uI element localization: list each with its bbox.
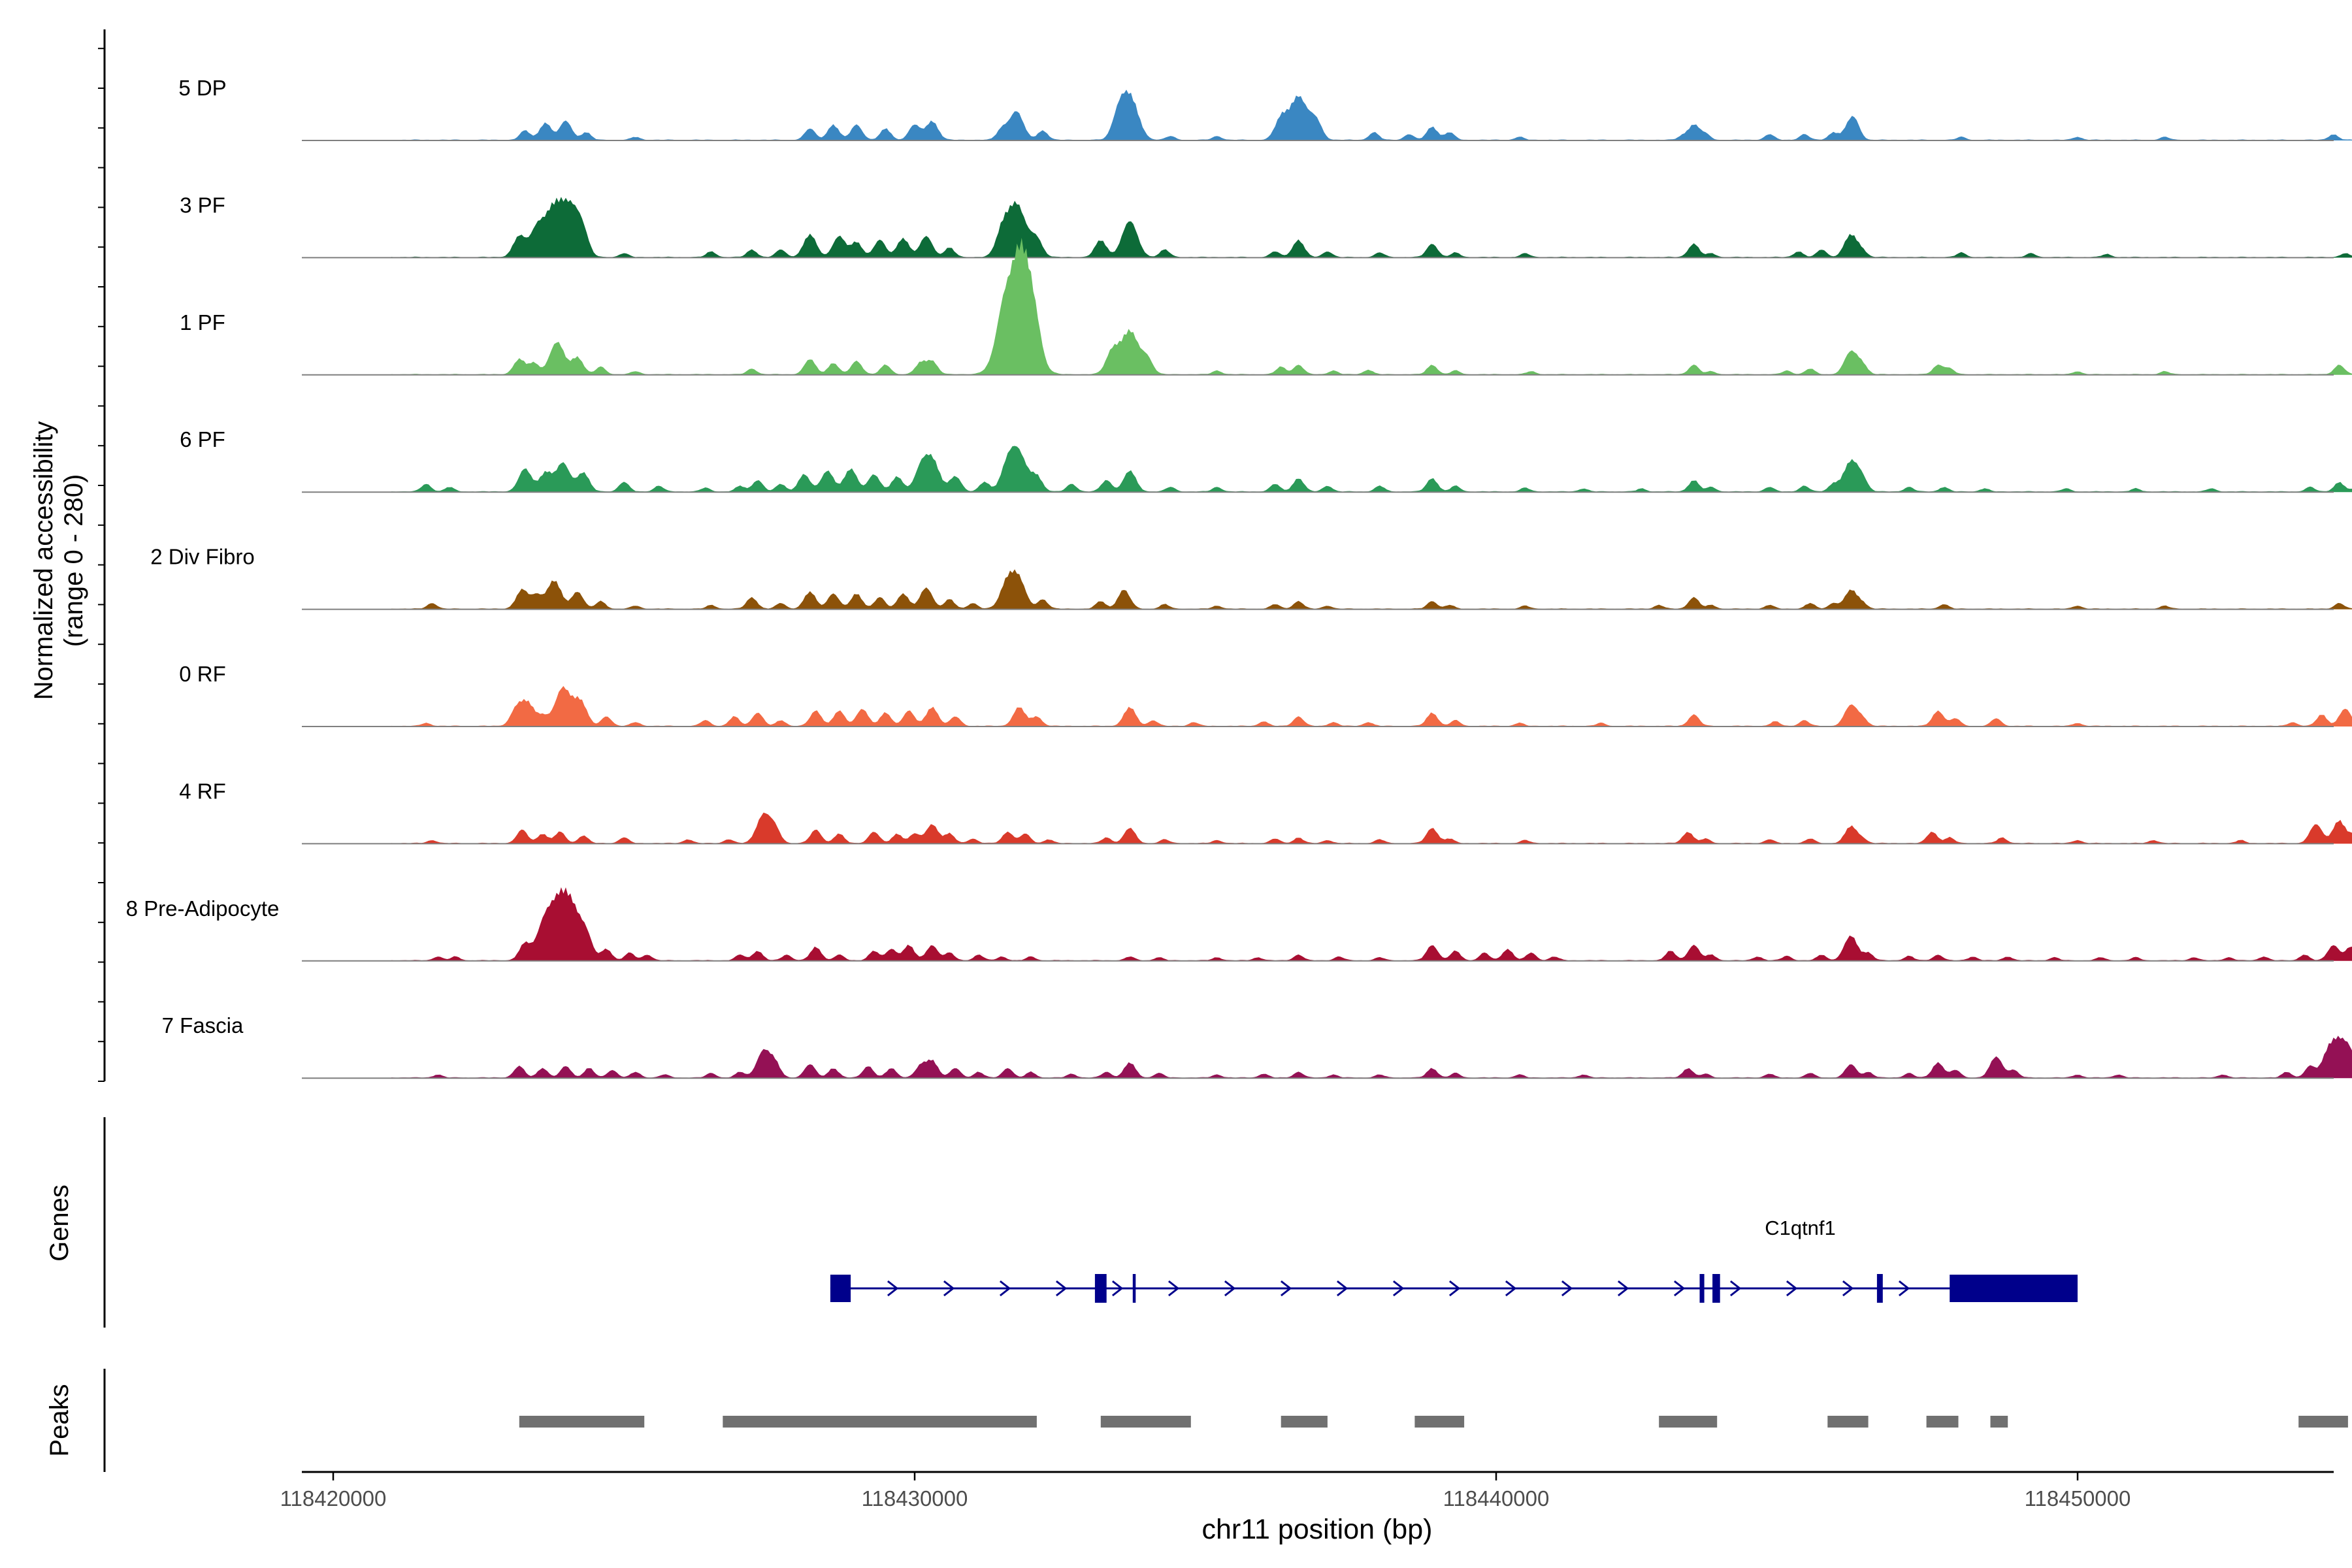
- coverage-area: [391, 569, 2352, 610]
- coverage-area: [391, 446, 2352, 493]
- strand-arrow: [1224, 1280, 1236, 1297]
- coverage-area: [391, 238, 2352, 375]
- peak-region: [519, 1416, 645, 1428]
- gene-exon: [1950, 1275, 2078, 1302]
- x-tick-label: 118430000: [862, 1486, 968, 1511]
- strand-arrow: [1898, 1280, 1910, 1297]
- peak-region: [1990, 1416, 2008, 1428]
- track-1: 5 DP: [178, 76, 2352, 141]
- track-2: 3 PF: [180, 193, 2352, 259]
- gene-exon: [1094, 1274, 1107, 1303]
- strand-arrow: [1505, 1280, 1517, 1297]
- strand-arrow: [1280, 1280, 1292, 1297]
- track-6: 0 RF: [179, 662, 2352, 727]
- strand-arrow: [999, 1280, 1011, 1297]
- coverage-area: [391, 197, 2352, 258]
- strand-arrow: [1729, 1280, 1742, 1297]
- genes-track-label: Genes: [45, 1184, 74, 1262]
- peak-region: [1659, 1416, 1718, 1428]
- x-tick-label: 118420000: [280, 1486, 387, 1511]
- track-label: 6 PF: [180, 427, 225, 451]
- track-7: 4 RF: [179, 779, 2352, 845]
- gene-exon: [1699, 1274, 1705, 1303]
- track-9: 7 Fascia: [162, 1013, 2352, 1079]
- peak-region: [723, 1416, 1037, 1428]
- peak-region: [2298, 1416, 2348, 1428]
- strand-arrow: [1168, 1280, 1180, 1297]
- gene-exon: [1712, 1274, 1720, 1303]
- peak-region: [1100, 1416, 1191, 1428]
- track-4: 6 PF: [180, 427, 2352, 493]
- strand-arrow: [1673, 1280, 1686, 1297]
- peak-region: [1827, 1416, 1869, 1428]
- peak-region: [1926, 1416, 1959, 1428]
- x-tick-label: 118450000: [2025, 1486, 2131, 1511]
- track-label: 8 Pre-Adipocyte: [126, 896, 280, 921]
- gene-name: C1qtnf1: [1765, 1217, 1836, 1239]
- peak-region: [1414, 1416, 1465, 1428]
- track-label: 5 DP: [178, 76, 226, 100]
- gene-exon: [1876, 1274, 1883, 1303]
- coverage-area: [391, 686, 2352, 727]
- coverage-tracks: 5 DP 3 PF 1 PF 6 PF 2 Div Fibro 0 RF 4 RF 8 Pre…: [126, 76, 2352, 1079]
- strand-arrow: [1786, 1280, 1798, 1297]
- track-5: 2 Div Fibro: [150, 545, 2352, 610]
- strand-arrow: [1617, 1280, 1629, 1297]
- y-axis-label-line2: (range 0 - 280): [59, 474, 88, 647]
- strand-arrow: [1055, 1280, 1068, 1297]
- strand-arrow: [943, 1280, 955, 1297]
- track-label: 2 Div Fibro: [150, 545, 255, 569]
- track-label: 3 PF: [180, 193, 225, 217]
- peaks-track-label: Peaks: [45, 1384, 74, 1456]
- coverage-area: [391, 1036, 2352, 1079]
- strand-arrow: [1336, 1280, 1348, 1297]
- strand-arrow: [1448, 1280, 1461, 1297]
- track-label: 4 RF: [179, 779, 226, 803]
- peak-region: [1281, 1416, 1328, 1428]
- x-tick-label: 118440000: [1443, 1486, 1550, 1511]
- coverage-area: [391, 887, 2352, 961]
- strand-arrow: [1842, 1280, 1854, 1297]
- track-label: 1 PF: [180, 310, 225, 335]
- strand-arrow: [887, 1280, 899, 1297]
- x-axis-label: chr11 position (bp): [1202, 1514, 1433, 1545]
- gene-exon: [1132, 1274, 1136, 1303]
- peaks-track: [519, 1416, 2348, 1428]
- track-label: 0 RF: [179, 662, 226, 686]
- coverage-y-axis-ticks: [98, 48, 105, 1082]
- track-3: 1 PF: [180, 238, 2352, 376]
- genes-track: C1qtnf1: [830, 1217, 2078, 1303]
- y-axis-label-line1: Normalized accessibility: [29, 421, 58, 700]
- gene-exon: [830, 1275, 851, 1302]
- strand-arrow: [1111, 1280, 1124, 1297]
- coverage-area: [391, 90, 2352, 140]
- strand-arrow: [1561, 1280, 1573, 1297]
- coverage-area: [391, 812, 2352, 844]
- x-axis-ticks: 118420000 118430000 118440000 118450000: [280, 1472, 2131, 1511]
- strand-arrow: [1392, 1280, 1405, 1297]
- track-8: 8 Pre-Adipocyte: [126, 887, 2352, 962]
- track-label: 7 Fascia: [162, 1013, 244, 1037]
